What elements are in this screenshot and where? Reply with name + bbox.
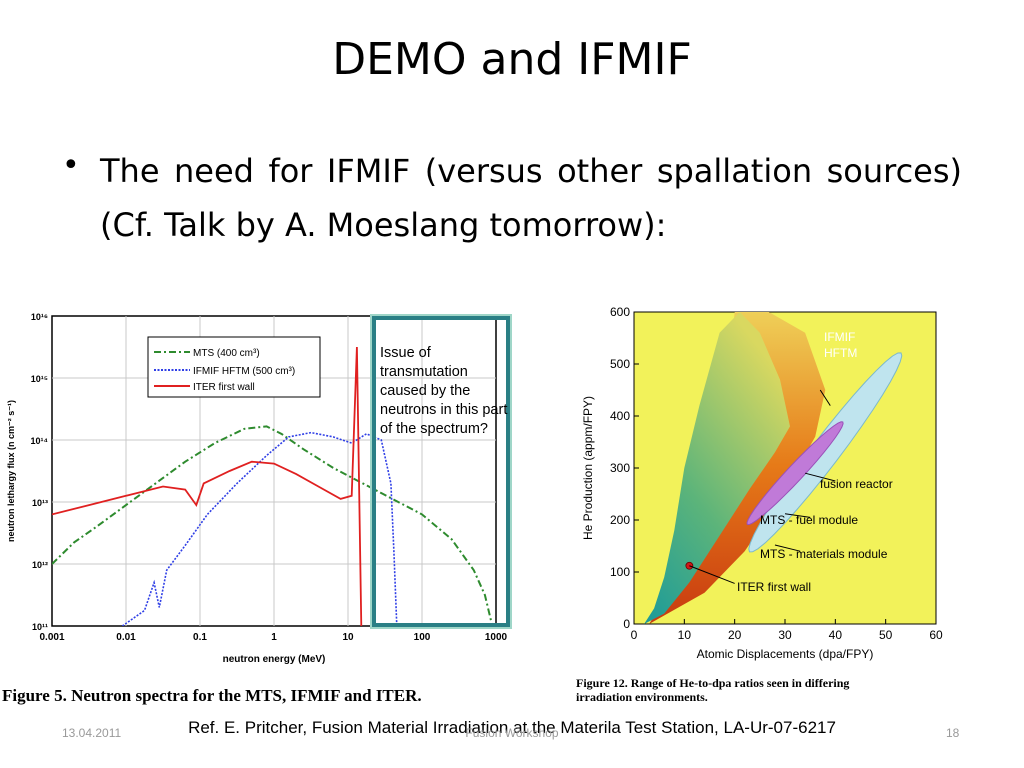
x-tick-label: 100	[414, 632, 431, 643]
mts-fuel-region	[644, 312, 790, 624]
x-tick-label: 20	[728, 628, 742, 642]
x-tick-label: 30	[778, 628, 792, 642]
y-tick-label: 600	[610, 305, 630, 319]
x-tick-label: 10	[342, 632, 354, 643]
x-tick-label: 1	[271, 632, 277, 643]
mts-spectrum-line	[52, 425, 494, 626]
leader-mts-fuel	[784, 513, 811, 518]
x-tick-label: 10	[678, 628, 692, 642]
legend-label-mts: MTS (400 cm³)	[193, 348, 260, 359]
legend-label-iter: ITER first wall	[193, 382, 255, 393]
iter-spectrum-line	[52, 346, 363, 626]
label-mts-materials-module: MTS - materials module	[760, 547, 888, 561]
label-hftm: HFTM	[824, 346, 857, 360]
reference-text: Ref. E. Pritcher, Fusion Material Irradi…	[188, 718, 836, 737]
axis-ticks: 0.001 0.01 0.1 1 10 100 1000 10¹¹ 10¹² 10¹³ 10¹⁴ 10…	[31, 312, 508, 643]
leader-mts-materials	[774, 544, 801, 552]
footer-page-number: 18	[946, 726, 960, 740]
x-tick-label: 0.01	[116, 632, 136, 643]
label-iter-first-wall: ITER first wall	[737, 580, 811, 594]
x-tick-label: 0	[631, 628, 638, 642]
label-ifmif: IFMIF	[824, 330, 855, 344]
label-fusion-reactor: fusion reactor	[820, 477, 893, 491]
y-tick-label: 10¹⁶	[31, 312, 48, 322]
y-tick-label: 200	[610, 513, 630, 527]
transmutation-callout-box	[370, 314, 512, 629]
leader-fusion	[805, 472, 836, 482]
leader-iter	[689, 565, 735, 584]
x-tick-label: 0.001	[39, 632, 64, 643]
y-tick-label: 300	[610, 461, 630, 475]
footer-center: Fusion Workshop	[465, 726, 559, 740]
y-tick-label: 500	[610, 357, 630, 371]
bullet-text: The need for IFMIF (versus other spallat…	[100, 152, 962, 244]
neutron-spectra-figure: 0.001 0.01 0.1 1 10 100 1000 10¹¹ 10¹² 10¹³ 10¹⁴ 10…	[2, 312, 508, 705]
bullet-dot: •	[62, 148, 80, 183]
ifmif-hftm-region	[748, 352, 903, 553]
y-tick-label: 0	[623, 617, 630, 631]
y-tick-label: 10¹²	[32, 560, 48, 570]
y-axis-label: neutron lethargy flux (n cm⁻² s⁻¹)	[6, 400, 16, 542]
figure-caption-right-line2: irradiation environments.	[576, 690, 708, 704]
figure-caption-right-line1: Figure 12. Range of He-to-dpa ratios see…	[576, 676, 849, 690]
y-tick-label: 10¹³	[32, 498, 48, 508]
x-tick-label: 60	[929, 628, 943, 642]
y-tick-label: 10¹⁴	[31, 436, 48, 446]
y-tick-label: 10¹¹	[32, 622, 48, 632]
leader-ifmif	[819, 389, 831, 406]
slide-title: DEMO and IFMIF	[332, 34, 692, 85]
y-tick-label: 10¹⁵	[31, 374, 48, 384]
x-axis-label: neutron energy (MeV)	[223, 654, 326, 665]
footer-date: 13.04.2011	[62, 726, 122, 740]
legend: MTS (400 cm³) IFMIF HFTM (500 cm³) ITER …	[147, 336, 321, 398]
transmutation-callout-text: Issue of transmutation caused by the neu…	[380, 345, 508, 437]
legend-label-ifmif: IFMIF HFTM (500 cm³)	[193, 366, 295, 377]
figure-caption-left: Figure 5. Neutron spectra for the MTS, I…	[2, 686, 422, 705]
y-tick-label: 400	[610, 409, 630, 423]
y-axis-label: He Production (appm/FPY)	[581, 396, 595, 540]
label-mts-fuel-module: MTS - fuel module	[760, 513, 858, 527]
x-tick-label: 40	[829, 628, 843, 642]
label-leader-lines	[689, 389, 836, 584]
x-tick-label: 1000	[485, 632, 508, 643]
ifmif-spectrum-line	[121, 431, 398, 626]
x-axis-label: Atomic Displacements (dpa/FPY)	[697, 647, 874, 661]
y-tick-label: 100	[610, 565, 630, 579]
x-tick-label: 50	[879, 628, 893, 642]
x-tick-label: 0.1	[193, 632, 207, 643]
fusion-reactor-region	[746, 421, 844, 526]
